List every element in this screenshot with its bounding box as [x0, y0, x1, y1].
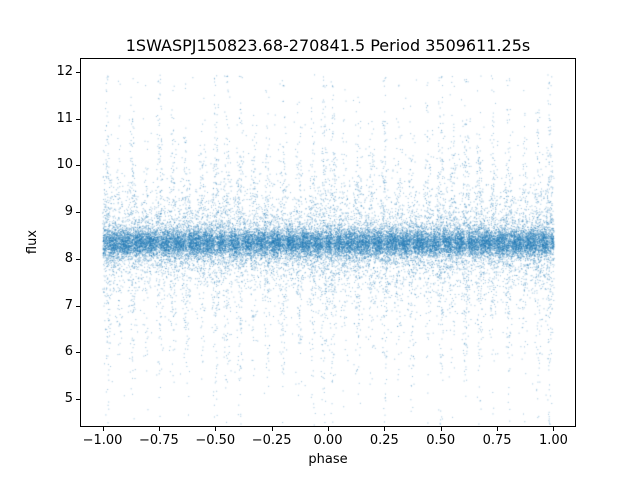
x-tick-mark — [215, 427, 217, 431]
y-tick-label: 9 — [64, 204, 73, 220]
y-tick-label: 6 — [64, 344, 73, 360]
x-tick-mark — [497, 427, 499, 431]
x-tick-mark — [102, 427, 104, 431]
x-tick-label: −0.50 — [195, 433, 236, 448]
y-tick-mark — [76, 165, 80, 167]
x-tick-label: 1.00 — [538, 433, 568, 448]
x-tick-label: −1.00 — [82, 433, 123, 448]
y-tick-mark — [76, 72, 80, 73]
y-tick-mark — [76, 398, 80, 400]
y-tick-label: 11 — [56, 110, 73, 126]
y-tick-mark — [76, 212, 80, 214]
x-tick-label: 0.25 — [369, 433, 399, 448]
x-axis-label: phase — [308, 452, 348, 467]
y-tick-mark — [76, 305, 80, 307]
x-tick-label: −0.75 — [138, 433, 179, 448]
x-tick-mark — [440, 427, 442, 431]
x-tick-mark — [158, 427, 160, 431]
y-tick-mark — [76, 118, 80, 120]
chart-title: 1SWASPJ150823.68-270841.5 Period 3509611… — [125, 36, 531, 55]
x-tick-label: 0.75 — [482, 433, 512, 448]
y-tick-label: 5 — [64, 390, 73, 406]
x-tick-label: 0.00 — [313, 433, 343, 448]
y-tick-label: 10 — [56, 157, 73, 173]
y-tick-label: 8 — [64, 250, 73, 266]
y-tick-mark — [76, 258, 80, 260]
x-tick-mark — [271, 427, 273, 431]
y-tick-mark — [76, 352, 80, 354]
x-tick-mark — [328, 427, 329, 431]
x-tick-label: −0.25 — [251, 433, 292, 448]
x-tick-mark — [553, 427, 555, 431]
x-tick-mark — [384, 427, 386, 431]
scatter-plot-canvas — [80, 58, 576, 427]
y-tick-label: 12 — [56, 64, 73, 79]
y-tick-label: 7 — [64, 297, 73, 313]
x-tick-label: 0.50 — [426, 433, 456, 448]
